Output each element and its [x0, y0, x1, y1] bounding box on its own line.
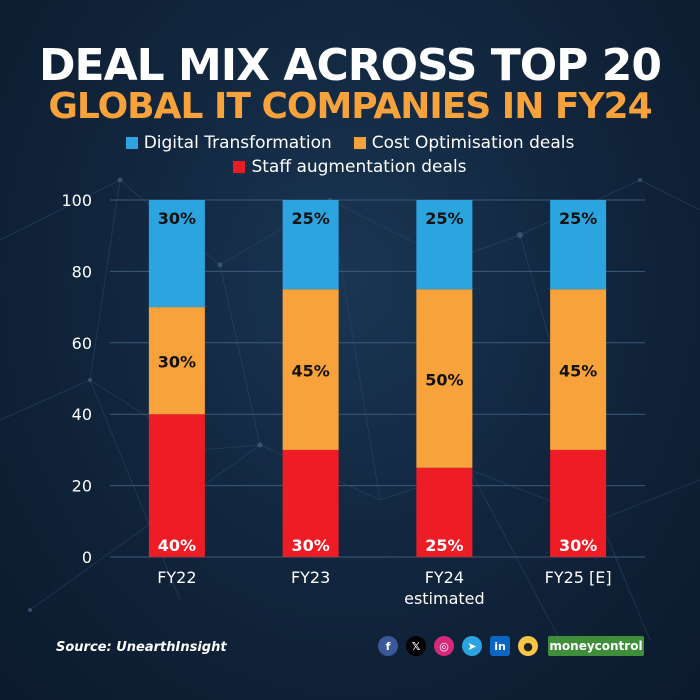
x-tick-label: FY22	[157, 568, 196, 587]
source-note: Source: UnearthInsight	[56, 640, 227, 655]
y-tick-label: 40	[72, 405, 92, 424]
y-tick-label: 0	[82, 548, 92, 567]
instagram-icon[interactable]: ◎	[434, 636, 454, 656]
x-tick-label: FY25 [E]	[545, 568, 612, 587]
legend-item-staff: Staff augmentation deals	[233, 157, 467, 177]
y-tick-label: 60	[72, 334, 92, 353]
bar-value-label: 25%	[559, 209, 597, 228]
y-tick-label: 100	[61, 191, 92, 210]
bar-value-label: 30%	[158, 209, 196, 228]
chart-title: DEAL MIX ACROSS TOP 20	[39, 40, 662, 91]
bar-segment	[550, 289, 607, 450]
bar-segment	[282, 289, 339, 450]
bar-value-label: 25%	[425, 536, 463, 555]
y-tick-label: 80	[72, 262, 92, 281]
bar-value-label: 30%	[559, 536, 597, 555]
legend-label-digital: Digital Transformation	[143, 133, 332, 153]
bar-segment	[550, 200, 607, 290]
legend-swatch-cost	[353, 137, 366, 149]
bar-segment	[282, 200, 339, 290]
chart-subtitle: GLOBAL IT COMPANIES IN FY24	[48, 86, 652, 127]
x-icon[interactable]: 𝕏	[406, 636, 426, 656]
bar-segment	[416, 200, 473, 290]
linkedin-icon[interactable]: in	[490, 636, 510, 656]
legend-swatch-staff	[233, 161, 246, 173]
y-tick-label: 20	[72, 477, 92, 496]
legend: Digital Transformation Cost Optimisation…	[0, 133, 700, 153]
brand-logo[interactable]: moneycontrol	[548, 636, 644, 656]
bar-segment	[416, 289, 473, 468]
legend-item-cost: Cost Optimisation deals	[353, 133, 575, 153]
bar-value-label: 40%	[158, 536, 196, 555]
bar-segment	[148, 307, 205, 415]
bar-segment	[148, 414, 205, 557]
bar-segment	[550, 449, 607, 557]
bar-value-label: 45%	[559, 362, 597, 381]
bar-value-label: 25%	[291, 209, 329, 228]
bar-value-label: 30%	[158, 353, 196, 372]
x-tick-label: FY23	[291, 568, 330, 587]
telegram-icon[interactable]: ➤	[462, 636, 482, 656]
bar-segment	[148, 200, 205, 308]
legend-item-digital: Digital Transformation	[125, 133, 332, 153]
bar-segment	[416, 467, 473, 557]
bar-segment	[282, 449, 339, 557]
x-tick-label: FY24 estimated	[404, 568, 485, 608]
bar-value-label: 25%	[425, 209, 463, 228]
legend-row-2: Staff augmentation deals	[0, 157, 700, 177]
koo-icon[interactable]: ●	[518, 636, 538, 656]
legend-label-cost: Cost Optimisation deals	[371, 133, 575, 153]
bar-value-label: 45%	[291, 362, 329, 381]
bar-value-label: 30%	[291, 536, 329, 555]
bar-value-label: 50%	[425, 371, 463, 390]
legend-label-staff: Staff augmentation deals	[251, 157, 467, 177]
facebook-icon[interactable]: f	[378, 636, 398, 656]
legend-swatch-digital	[125, 137, 138, 149]
